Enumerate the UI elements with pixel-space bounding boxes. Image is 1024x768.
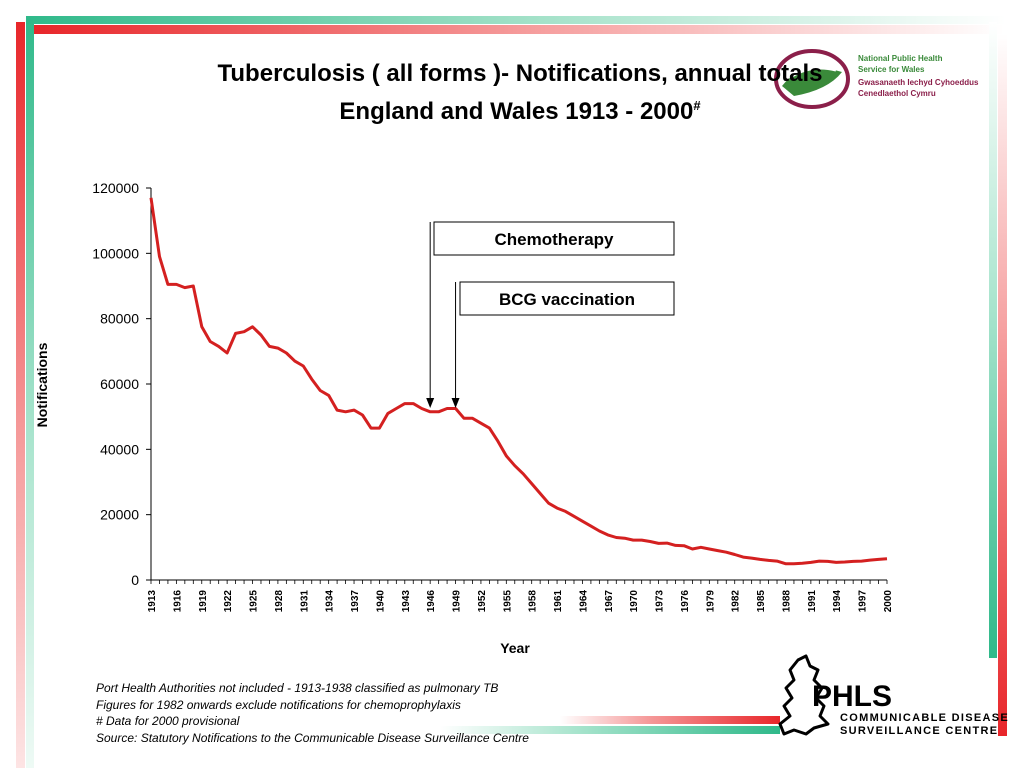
annotation-label: Chemotherapy xyxy=(494,230,614,249)
x-tick-label: 1955 xyxy=(502,590,513,613)
frame-left-red xyxy=(16,22,25,768)
x-tick-label: 1979 xyxy=(705,590,716,613)
title-line-1: Tuberculosis ( all forms )- Notification… xyxy=(217,60,823,87)
x-tick-label: 1973 xyxy=(655,590,666,613)
nphs-logo-text: Gwasanaeth Iechyd Cyhoeddus xyxy=(858,78,979,87)
y-tick-label: 80000 xyxy=(100,311,139,327)
x-axis-label: Year xyxy=(500,640,530,656)
phls-logo-text: COMMUNICABLE DISEASE SURVEILLANCE CENTRE xyxy=(840,712,1009,738)
x-tick-label: 1958 xyxy=(528,590,539,613)
y-tick-label: 0 xyxy=(131,572,139,588)
chart-annotations: Chemotherapy BCG vaccination xyxy=(426,221,675,408)
x-tick-label: 1952 xyxy=(477,590,488,613)
footnotes: Port Health Authorities not included - 1… xyxy=(96,680,529,746)
nphs-logo: National Public Health Service for Wales… xyxy=(774,49,979,109)
footnote: # Data for 2000 provisional xyxy=(96,714,240,728)
frame-bottom-green xyxy=(440,726,780,734)
x-tick-label: 1943 xyxy=(401,590,412,613)
y-tick-label: 120000 xyxy=(92,180,139,196)
chart-series xyxy=(149,197,888,566)
nphs-logo-text: Service for Wales xyxy=(858,65,925,74)
frame-left-green xyxy=(26,16,34,768)
x-tick-label: 1997 xyxy=(858,590,869,613)
x-tick-label: 1949 xyxy=(452,590,463,613)
nphs-logo-text: National Public Health xyxy=(858,54,943,63)
title-line-2-sup: # xyxy=(693,98,701,113)
x-tick-label: 1940 xyxy=(375,590,386,613)
footnote: Port Health Authorities not included - 1… xyxy=(96,681,499,695)
x-tick-label: 1925 xyxy=(249,590,260,613)
annotation-box xyxy=(433,221,675,256)
x-tick-label: 1982 xyxy=(731,590,742,613)
series-line xyxy=(149,197,888,566)
x-tick-label: 1985 xyxy=(756,590,767,613)
phls-mark: PHLS xyxy=(812,680,892,713)
x-tick-label: 1934 xyxy=(325,590,336,613)
x-tick-label: 1928 xyxy=(274,590,285,613)
title-line-2-text: England and Wales 1913 - 2000 xyxy=(339,98,694,125)
x-tick-label: 1931 xyxy=(299,590,310,613)
phls-logo: PHLS xyxy=(778,654,892,736)
x-tick-label: 1946 xyxy=(426,590,437,613)
frame-top-green xyxy=(26,16,1006,24)
phls-line-1: COMMUNICABLE DISEASE xyxy=(840,712,1010,724)
phls-line-2: SURVEILLANCE CENTRE xyxy=(840,725,999,737)
x-tick-label: 1916 xyxy=(172,590,183,613)
nphs-logo-text: Cenedlaethol Cymru xyxy=(858,89,936,98)
annotation-arrowhead xyxy=(451,398,460,408)
annotation-label: BCG vaccination xyxy=(499,290,635,309)
x-tick-label: 1991 xyxy=(807,590,818,613)
x-tick-label: 1976 xyxy=(680,590,691,613)
y-tick-label: 40000 xyxy=(100,441,139,457)
x-tick-label: 1988 xyxy=(781,590,792,613)
x-tick-label: 1937 xyxy=(350,590,361,613)
x-tick-label: 1964 xyxy=(578,590,589,613)
x-tick-label: 1919 xyxy=(198,590,209,613)
title-line-2: England and Wales 1913 - 2000# xyxy=(140,90,900,128)
y-axis-ticks: 0 20000 40000 60000 80000 100000 120000 xyxy=(92,180,151,588)
x-tick-label: 1967 xyxy=(604,590,615,613)
x-tick-label: 2000 xyxy=(883,590,894,613)
x-tick-label: 1961 xyxy=(553,590,564,613)
x-axis-ticks: 1913 1916 1919 1922 1925 1928 1931 1934 1937 1940… xyxy=(147,580,894,612)
slide-title: Tuberculosis ( all forms )- Notification… xyxy=(140,58,900,128)
annotation-arrowhead xyxy=(426,398,435,408)
frame-right-red xyxy=(998,34,1007,736)
y-tick-label: 100000 xyxy=(92,245,139,261)
annotation-box xyxy=(459,281,675,316)
frame-bottom-red xyxy=(560,716,780,724)
y-tick-label: 60000 xyxy=(100,376,139,392)
frame-right-green xyxy=(989,22,997,658)
x-tick-label: 1922 xyxy=(223,590,234,613)
y-axis-label: Notifications xyxy=(34,342,50,427)
footnote: Figures for 1982 onwards exclude notific… xyxy=(96,697,461,712)
x-tick-label: 1994 xyxy=(832,590,843,613)
footnote: Source: Statutory Notifications to the C… xyxy=(96,730,529,745)
x-tick-label: 1913 xyxy=(147,590,158,613)
x-tick-label: 1970 xyxy=(629,590,640,613)
y-tick-label: 20000 xyxy=(100,507,139,523)
frame-top-red xyxy=(34,25,1004,34)
